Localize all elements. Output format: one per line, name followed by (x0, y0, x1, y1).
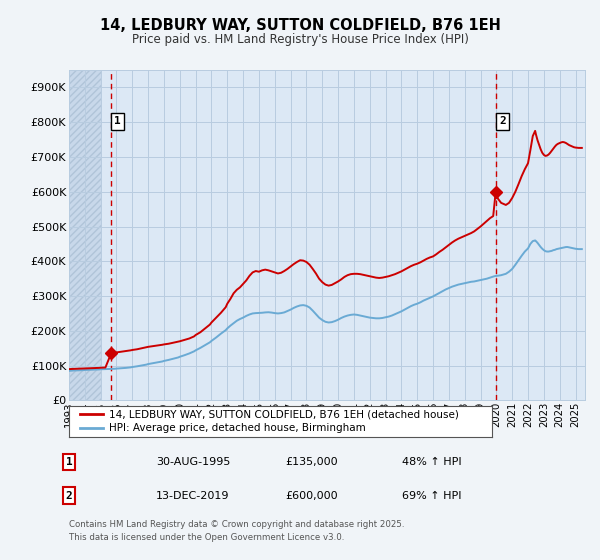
Text: Contains HM Land Registry data © Crown copyright and database right 2025.
This d: Contains HM Land Registry data © Crown c… (69, 520, 404, 542)
Text: 13-DEC-2019: 13-DEC-2019 (156, 491, 229, 501)
Text: 2: 2 (499, 116, 506, 126)
Text: HPI: Average price, detached house, Birmingham: HPI: Average price, detached house, Birm… (109, 423, 366, 433)
Bar (69, 70, 101, 400)
Text: 1: 1 (114, 116, 121, 126)
Text: 30-AUG-1995: 30-AUG-1995 (156, 457, 230, 467)
Text: 69% ↑ HPI: 69% ↑ HPI (402, 491, 462, 501)
Text: 48% ↑ HPI: 48% ↑ HPI (402, 457, 462, 467)
Text: Price paid vs. HM Land Registry's House Price Index (HPI): Price paid vs. HM Land Registry's House … (131, 32, 469, 46)
Text: 14, LEDBURY WAY, SUTTON COLDFIELD, B76 1EH (detached house): 14, LEDBURY WAY, SUTTON COLDFIELD, B76 1… (109, 409, 459, 419)
Text: £600,000: £600,000 (286, 491, 338, 501)
Text: 14, LEDBURY WAY, SUTTON COLDFIELD, B76 1EH: 14, LEDBURY WAY, SUTTON COLDFIELD, B76 1… (100, 18, 500, 32)
Text: 2: 2 (65, 491, 73, 501)
Text: £135,000: £135,000 (286, 457, 338, 467)
Text: 1: 1 (65, 457, 73, 467)
